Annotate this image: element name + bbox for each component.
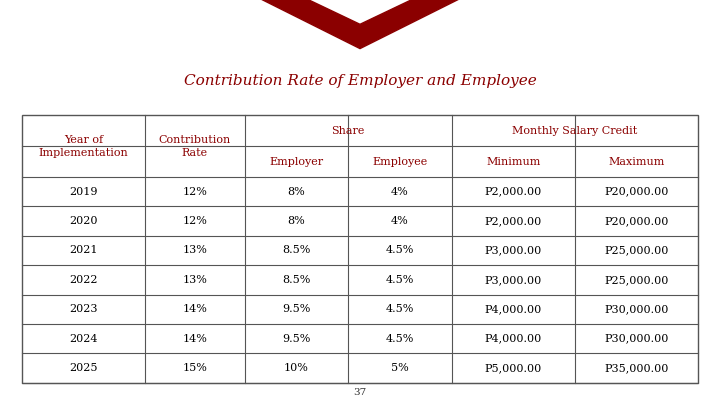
Polygon shape	[230, 0, 490, 49]
Text: 2019: 2019	[69, 187, 97, 196]
Text: P25,000.00: P25,000.00	[605, 275, 669, 285]
Text: 4.5%: 4.5%	[386, 304, 414, 314]
Text: P4,000.00: P4,000.00	[485, 334, 542, 343]
Text: 4%: 4%	[391, 216, 409, 226]
Text: Share: Share	[331, 126, 365, 136]
Text: 15%: 15%	[182, 363, 207, 373]
Text: P2,000.00: P2,000.00	[485, 216, 542, 226]
Text: P35,000.00: P35,000.00	[605, 363, 669, 373]
Text: Year of
Implementation: Year of Implementation	[38, 134, 128, 158]
Text: 12%: 12%	[182, 216, 207, 226]
Text: 2022: 2022	[69, 275, 97, 285]
Text: P20,000.00: P20,000.00	[605, 216, 669, 226]
Bar	[22, 115, 698, 383]
Text: Minimum: Minimum	[486, 157, 541, 166]
Text: Monthly Salary Credit: Monthly Salary Credit	[513, 126, 638, 136]
Text: P30,000.00: P30,000.00	[605, 304, 669, 314]
Text: 37: 37	[354, 388, 366, 397]
Text: 13%: 13%	[182, 245, 207, 256]
Text: 4.5%: 4.5%	[386, 275, 414, 285]
Text: 4.5%: 4.5%	[386, 334, 414, 343]
Text: Employer: Employer	[269, 157, 323, 166]
Text: 8%: 8%	[287, 187, 305, 196]
Text: P5,000.00: P5,000.00	[485, 363, 542, 373]
Text: 2021: 2021	[69, 245, 97, 256]
Text: Contribution Rate of Employer and Employee: Contribution Rate of Employer and Employ…	[184, 74, 536, 88]
Text: Contribution
Rate: Contribution Rate	[158, 134, 231, 158]
Text: Maximum: Maximum	[608, 157, 665, 166]
Text: 14%: 14%	[182, 334, 207, 343]
Text: 9.5%: 9.5%	[282, 334, 310, 343]
Text: 12%: 12%	[182, 187, 207, 196]
Text: 14%: 14%	[182, 304, 207, 314]
Text: P2,000.00: P2,000.00	[485, 187, 542, 196]
Text: P4,000.00: P4,000.00	[485, 304, 542, 314]
Text: 13%: 13%	[182, 275, 207, 285]
Text: 2020: 2020	[69, 216, 97, 226]
Text: P25,000.00: P25,000.00	[605, 245, 669, 256]
Text: P20,000.00: P20,000.00	[605, 187, 669, 196]
Text: 4.5%: 4.5%	[386, 245, 414, 256]
Text: 2025: 2025	[69, 363, 97, 373]
Text: 2024: 2024	[69, 334, 97, 343]
Text: 5%: 5%	[391, 363, 409, 373]
Text: 8.5%: 8.5%	[282, 245, 310, 256]
Text: P30,000.00: P30,000.00	[605, 334, 669, 343]
Text: P3,000.00: P3,000.00	[485, 275, 542, 285]
Text: Employee: Employee	[372, 157, 428, 166]
Text: 8%: 8%	[287, 216, 305, 226]
Text: 9.5%: 9.5%	[282, 304, 310, 314]
Text: P3,000.00: P3,000.00	[485, 245, 542, 256]
Text: 4%: 4%	[391, 187, 409, 196]
Text: 2023: 2023	[69, 304, 97, 314]
Text: 10%: 10%	[284, 363, 309, 373]
Text: 8.5%: 8.5%	[282, 275, 310, 285]
